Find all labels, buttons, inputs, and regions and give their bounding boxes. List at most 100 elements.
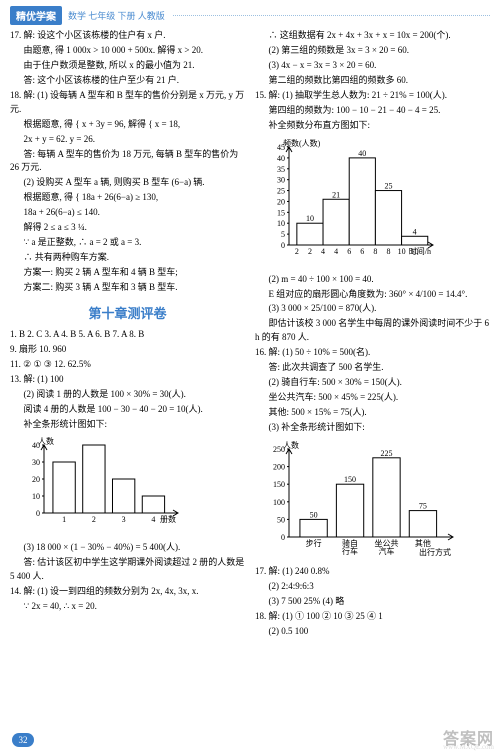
svg-text:30: 30 [277,175,285,184]
q14-line: 14. 解: (1) 设一到四组的频数分别为 2x, 4x, 3x, x. [10,585,245,599]
svg-text:频数(人数): 频数(人数) [283,138,321,148]
page-header: 精优学案 数学 七年级 下册 人教版 [0,0,500,29]
q17-line: 答: 这个小区该栋楼的住户至少有 21 户. [10,74,245,88]
q16-line: 坐公共汽车: 500 × 45% = 225(人). [255,391,490,405]
right-column: ∴ 这组数据有 2x + 4x + 3x + x = 10x = 200(个).… [255,29,490,640]
q18-eq: 根据题意, 得 { 18a + 26(6−a) ≥ 130, [10,191,245,205]
svg-text:6: 6 [347,247,351,256]
q15-line: 补全频数分布直方图如下: [255,119,490,133]
svg-text:150: 150 [273,480,285,489]
svg-text:6: 6 [360,247,364,256]
svg-text:40: 40 [358,148,366,157]
chapter10-title: 第十章测评卷 [10,303,245,322]
chart-q15: 051015202530354045102214406258410246810频… [259,137,439,267]
q13-line: 答: 估计该区初中学生这学期课外阅读超过 2 册的人数是 5 400 人. [10,556,245,584]
svg-text:10: 10 [398,247,406,256]
q16-line: (2) 骑自行车: 500 × 30% = 150(人). [255,376,490,390]
svg-text:其他: 其他 [415,538,431,548]
svg-text:21: 21 [332,190,340,199]
q14-line: ∵ 2x = 40, ∴ x = 20. [10,600,245,614]
svg-text:2: 2 [295,247,299,256]
svg-text:1: 1 [62,515,66,524]
svg-text:8: 8 [386,247,390,256]
q16-line: (3) 补全条形统计图如下: [255,421,490,435]
q18-eq: 18a + 26(6−a) ≤ 140. [10,206,245,220]
svg-text:15: 15 [277,208,285,217]
q18-line: 18. 解: (1) 设每辆 A 型车和 B 型车的售价分别是 x 万元, y … [10,89,245,117]
svg-text:3: 3 [122,515,126,524]
header-badge: 精优学案 [10,6,62,25]
r-line: (3) 4x − x = 3x = 3 × 20 = 60. [255,59,490,73]
q16-line: 答: 此次共调查了 500 名学生. [255,361,490,375]
svg-text:2: 2 [308,247,312,256]
q18-line: ∴ 共有两种购车方案. [10,251,245,265]
mc-answers: 1. B 2. C 3. A 4. B 5. A 6. B 7. A 8. B [10,328,245,342]
svg-text:行车: 行车 [342,546,358,556]
svg-text:20: 20 [32,475,40,484]
q18-line: ∵ a 是正整数, ∴ a = 2 或 a = 3. [10,236,245,250]
q15-line: (3) 3 000 × 25/100 = 870(人). [255,302,490,316]
svg-text:25: 25 [277,186,285,195]
svg-text:225: 225 [380,449,392,458]
q18-line: (2) 0.5 100 [255,625,490,639]
svg-text:4: 4 [413,227,417,236]
svg-text:人数: 人数 [38,436,54,446]
q15-line: 15. 解: (1) 抽取学生总人数为: 21 ÷ 21% = 100(人). [255,89,490,103]
q17-line: (2) 2:4:9:6:3 [255,580,490,594]
q13-line: (3) 18 000 × (1 − 30% − 40%) = 5 400(人). [10,541,245,555]
q18-line: 18. 解: (1) ① 100 ② 10 ③ 25 ④ 1 [255,610,490,624]
svg-text:10: 10 [277,219,285,228]
header-subtitle: 数学 七年级 下册 人教版 [68,9,165,22]
q15-line: E 组对应的扇形圆心角度数为: 360° × 4/100 = 14.4°. [255,288,490,302]
svg-text:35: 35 [277,164,285,173]
svg-text:4: 4 [334,247,338,256]
svg-text:0: 0 [36,509,40,518]
r-line: (2) 第三组的频数是 3x = 3 × 20 = 60. [255,44,490,58]
svg-text:30: 30 [32,458,40,467]
svg-text:0: 0 [281,533,285,542]
svg-text:50: 50 [310,510,318,519]
svg-text:20: 20 [277,197,285,206]
svg-text:25: 25 [384,181,392,190]
q15-line: 第四组的频数为: 100 − 10 − 21 − 40 − 4 = 25. [255,104,490,118]
q18-eq: 2x + y = 62. y = 26. [10,133,245,147]
q18-line: 解得 2 ≤ a ≤ 3 ¼. [10,221,245,235]
svg-text:步行: 步行 [306,538,322,548]
svg-text:0: 0 [281,241,285,250]
svg-text:时间/h: 时间/h [409,246,431,256]
svg-text:册数: 册数 [160,514,176,524]
svg-text:100: 100 [273,498,285,507]
svg-text:8: 8 [373,247,377,256]
left-column: 17. 解: 设这个小区该栋楼的住户有 x 户. 由题意, 得 1 000x >… [10,29,245,640]
svg-text:10: 10 [32,492,40,501]
svg-text:75: 75 [419,501,427,510]
svg-text:10: 10 [306,214,314,223]
q17-line: (3) 7 500 25% (4) 略 [255,595,490,609]
svg-text:5: 5 [281,230,285,239]
q15-line: (2) m = 40 ÷ 100 × 100 = 40. [255,273,490,287]
svg-text:200: 200 [273,462,285,471]
svg-text:人数: 人数 [283,440,299,450]
watermark-url: www.MXQE.com [443,743,494,751]
svg-text:4: 4 [151,515,155,524]
header-rule [173,15,490,16]
q17-line: 由题意, 得 1 000x > 10 000 + 500x. 解得 x > 20… [10,44,245,58]
q18-line: 方案二: 购买 3 辆 A 型车和 3 辆 B 型车. [10,281,245,295]
svg-text:汽车: 汽车 [378,546,394,556]
q13-line: 13. 解: (1) 100 [10,373,245,387]
chart-q13: 0102030401234人数册数 [14,435,184,535]
r-line: 第二组的频数比第四组的频数多 60. [255,74,490,88]
q17-line: 17. 解: 设这个小区该栋楼的住户有 x 户. [10,29,245,43]
q18-line: (2) 设购买 A 型车 a 辆, 则购买 B 型车 (6−a) 辆. [10,176,245,190]
svg-text:50: 50 [277,515,285,524]
q18-line: 答: 每辆 A 型车的售价为 18 万元, 每辆 B 型车的售价为 26 万元. [10,148,245,176]
q15-line: 即估计该校 3 000 名学生中每周的课外阅读时间不少于 6 h 的有 870 … [255,317,490,345]
svg-text:150: 150 [344,475,356,484]
r-line: ∴ 这组数据有 2x + 4x + 3x + x = 10x = 200(个). [255,29,490,43]
q18-line: 方案一: 购买 2 辆 A 型车和 4 辆 B 型车; [10,266,245,280]
svg-text:4: 4 [321,247,325,256]
q9-q10: 9. 扇形 10. 960 [10,343,245,357]
q16-line: 其他: 500 × 15% = 75(人). [255,406,490,420]
q13-line: (2) 阅读 1 册的人数是 100 × 30% = 30(人). [10,388,245,402]
q16-line: 16. 解: (1) 50 ÷ 10% = 500(名). [255,346,490,360]
